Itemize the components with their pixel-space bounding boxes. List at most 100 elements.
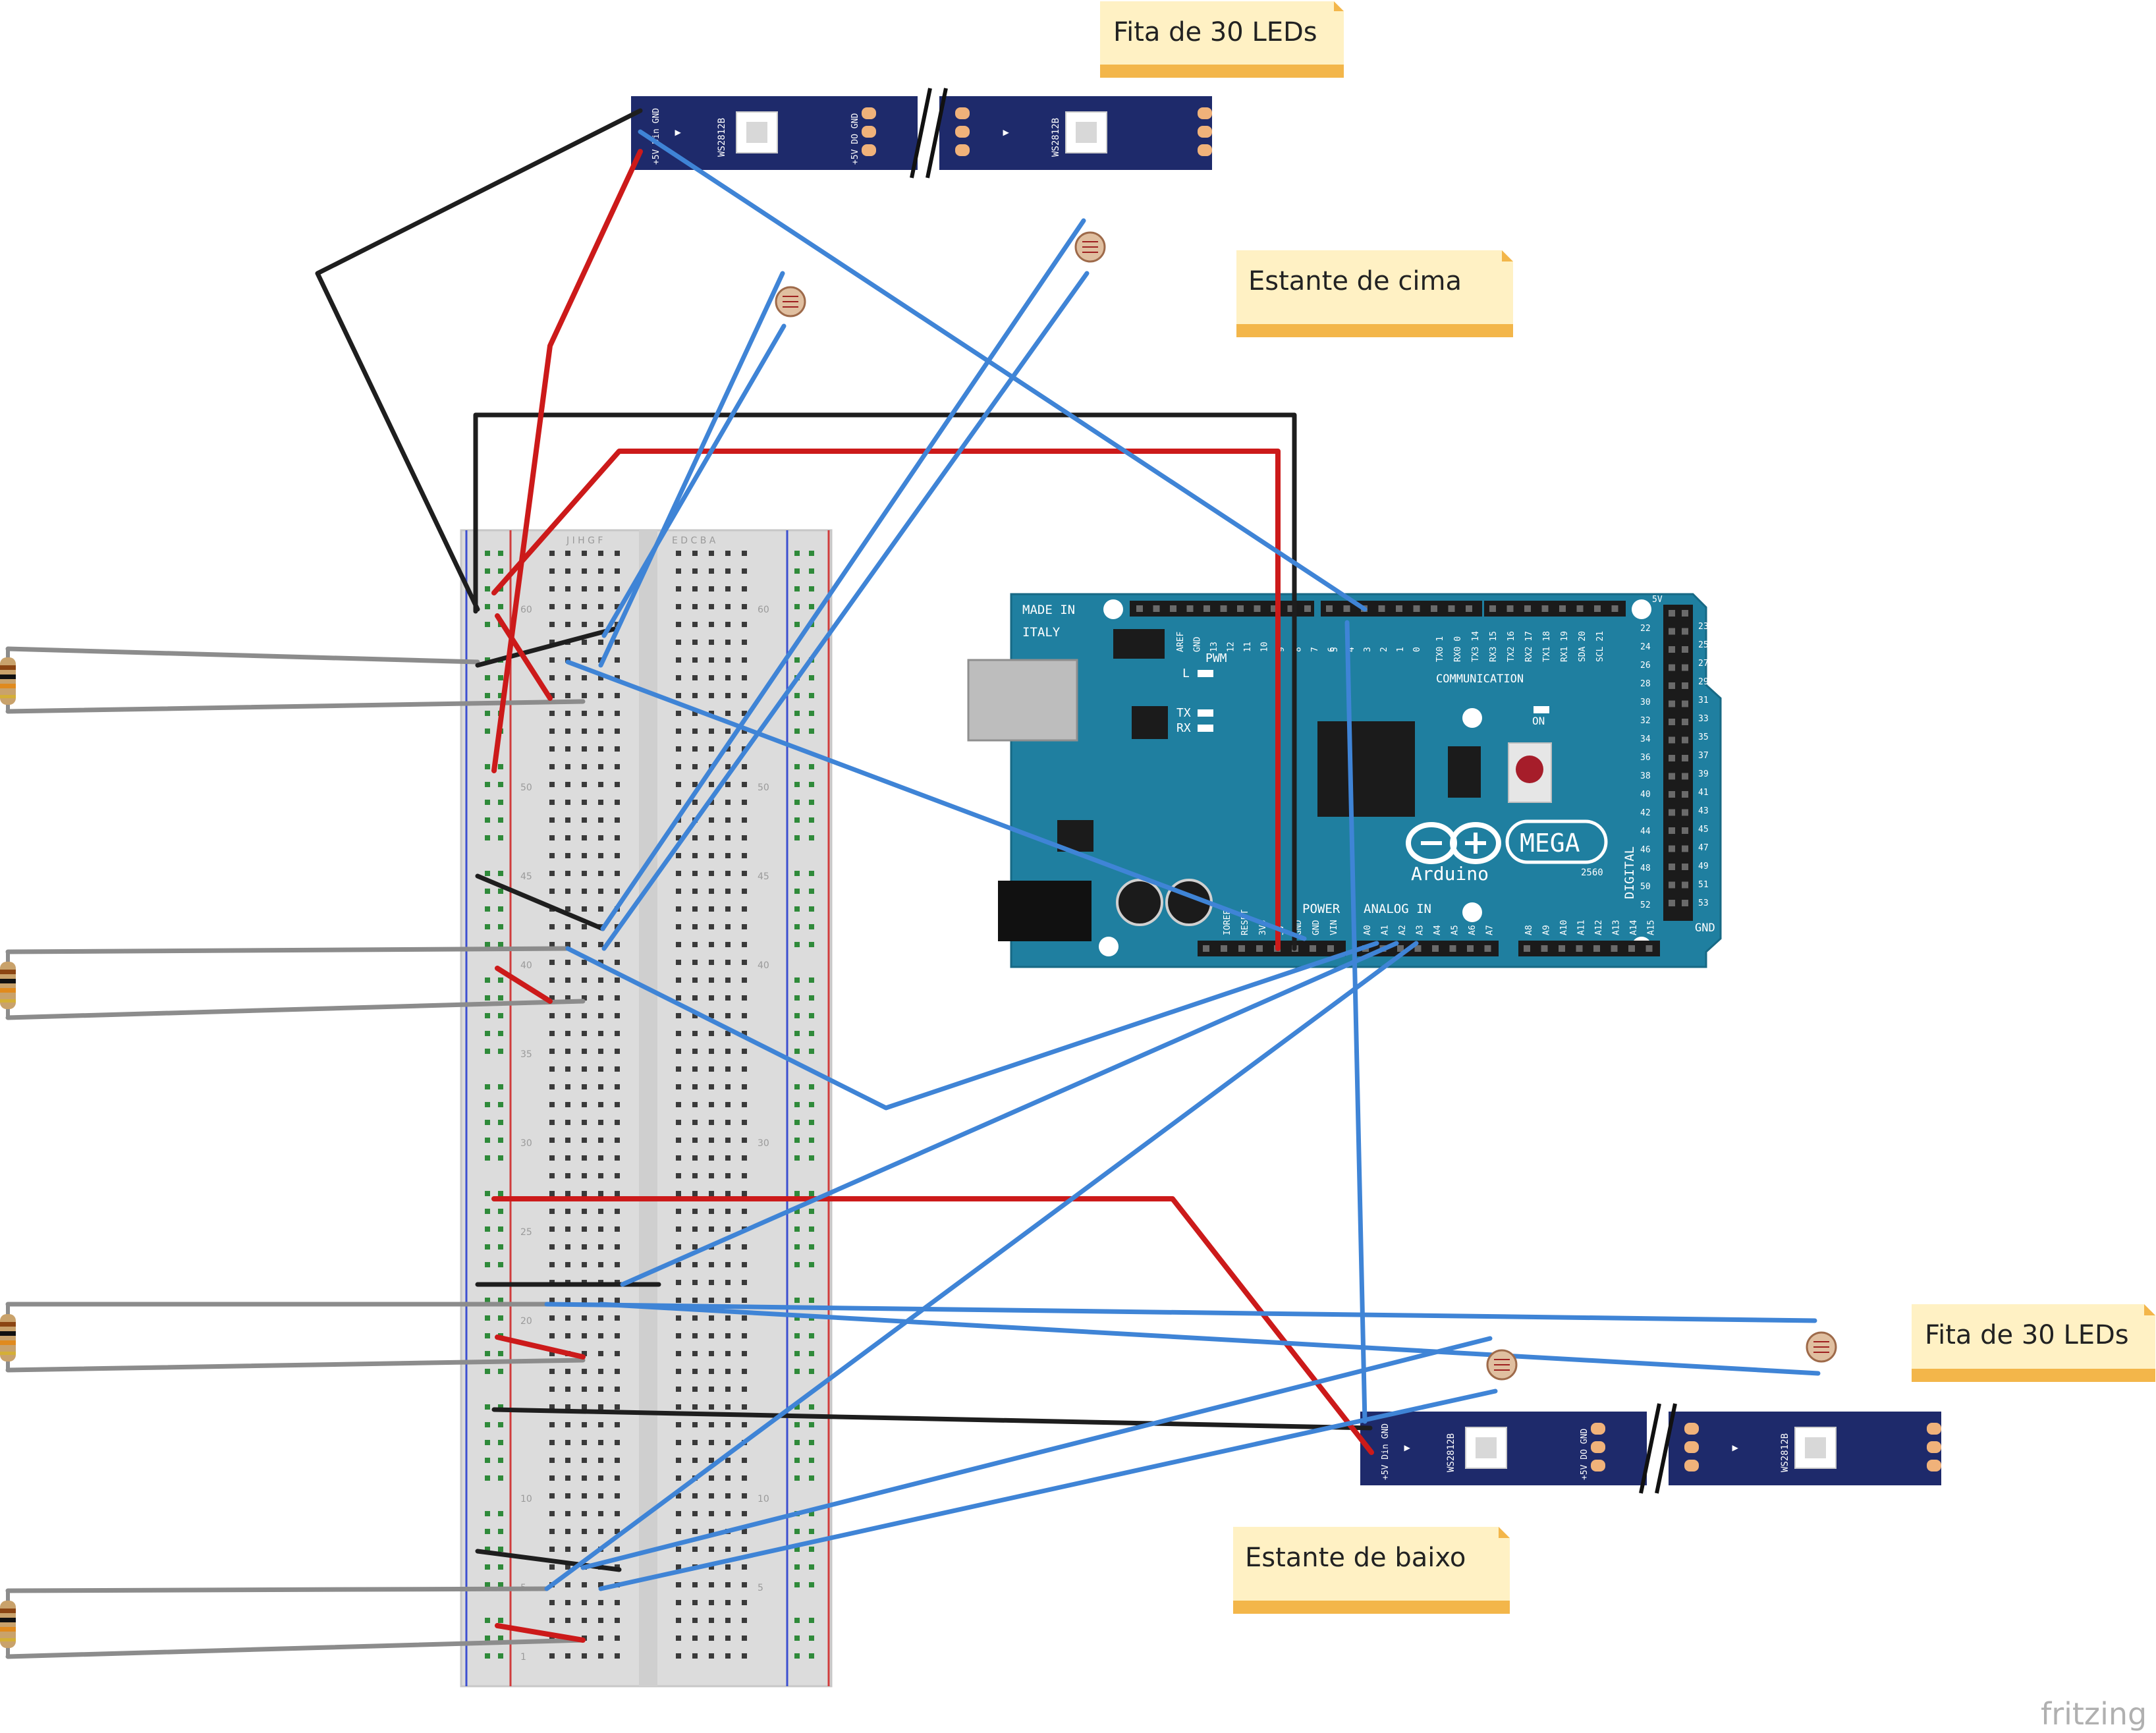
breadboard-hole bbox=[725, 693, 731, 698]
breadboard-hole bbox=[549, 942, 555, 947]
breadboard-hole bbox=[809, 1475, 814, 1481]
pin-label-analog: A1 bbox=[1381, 925, 1391, 935]
wire-gray bbox=[5, 946, 569, 954]
breadboard-hole bbox=[725, 551, 731, 556]
pin-label-side-left: 42 bbox=[1640, 808, 1651, 818]
breadboard-hole bbox=[549, 1138, 555, 1143]
breadboard-hole bbox=[598, 1120, 603, 1125]
breadboard-hole bbox=[709, 995, 714, 1001]
breadboard-hole bbox=[692, 1244, 698, 1250]
breadboard-hole bbox=[615, 1564, 620, 1570]
pin-label-side-left: 26 bbox=[1640, 661, 1651, 671]
breadboard-hole bbox=[598, 1333, 603, 1338]
breadboard-hole bbox=[485, 924, 490, 929]
breadboard-hole bbox=[565, 960, 570, 965]
breadboard-hole bbox=[549, 1653, 555, 1659]
breadboard-hole bbox=[485, 1564, 490, 1570]
header-pin bbox=[1682, 809, 1688, 816]
breadboard-hole bbox=[692, 942, 698, 947]
breadboard-hole bbox=[742, 1084, 747, 1089]
breadboard-hole bbox=[565, 853, 570, 858]
breadboard-hole bbox=[615, 1529, 620, 1534]
communication-label: COMMUNICATION bbox=[1436, 673, 1524, 686]
breadboard-hole bbox=[794, 1475, 800, 1481]
breadboard-hole bbox=[809, 1102, 814, 1107]
breadboard-hole bbox=[485, 1102, 490, 1107]
note-bottom-strip: Fita de 30 LEDs bbox=[1912, 1304, 2155, 1382]
breadboard-hole bbox=[549, 675, 555, 680]
breadboard-hole bbox=[485, 1315, 490, 1321]
header-pin bbox=[1682, 900, 1688, 906]
breadboard-hole bbox=[692, 746, 698, 752]
pin-label-power: VIN bbox=[1329, 920, 1339, 935]
breadboard-hole bbox=[498, 889, 503, 894]
header-pin bbox=[1254, 605, 1261, 612]
breadboard-hole bbox=[582, 1226, 587, 1232]
breadboard-hole bbox=[615, 1636, 620, 1641]
breadboard-hole bbox=[582, 1422, 587, 1427]
breadboard-hole bbox=[709, 1120, 714, 1125]
breadboard-hole bbox=[565, 604, 570, 609]
led-strip-bottom: WS2812B WS2812B +5V Din GND +5V DO GND ▸… bbox=[1360, 1403, 1941, 1494]
breadboard-hole bbox=[725, 1244, 731, 1250]
pin-label-analog: A13 bbox=[1612, 920, 1622, 935]
breadboard-hole bbox=[565, 1262, 570, 1267]
breadboard-hole bbox=[549, 871, 555, 876]
breadboard-hole bbox=[549, 1511, 555, 1516]
gnd-label: GND bbox=[1695, 922, 1715, 935]
breadboard-hole bbox=[742, 1049, 747, 1054]
breadboard-hole bbox=[485, 1422, 490, 1427]
breadboard-hole bbox=[709, 782, 714, 787]
breadboard-hole bbox=[565, 1547, 570, 1552]
strip-top-arrow-2: ▸ bbox=[1001, 123, 1010, 141]
breadboard-hole bbox=[565, 1369, 570, 1374]
header-pin bbox=[1559, 945, 1565, 952]
bb-row-60: 60 bbox=[520, 605, 532, 615]
breadboard-hole bbox=[742, 693, 747, 698]
breadboard-hole bbox=[549, 1387, 555, 1392]
breadboard-hole bbox=[692, 1511, 698, 1516]
breadboard-hole bbox=[582, 1066, 587, 1072]
breadboard-hole bbox=[582, 1600, 587, 1605]
breadboard-hole bbox=[676, 1084, 681, 1089]
breadboard-hole bbox=[565, 1173, 570, 1178]
pwm-label: PWM bbox=[1205, 651, 1227, 665]
made-in-label: MADE IN bbox=[1022, 603, 1075, 617]
breadboard-hole bbox=[549, 1226, 555, 1232]
strip-bottom-chip-2: WS2812B bbox=[1780, 1433, 1790, 1472]
reset-button[interactable] bbox=[1516, 756, 1543, 783]
header-pin bbox=[1489, 605, 1496, 612]
breadboard-hole bbox=[485, 1618, 490, 1623]
breadboard-hole bbox=[725, 800, 731, 805]
breadboard-hole bbox=[676, 1298, 681, 1303]
breadboard-hole bbox=[485, 729, 490, 734]
breadboard-hole bbox=[582, 1351, 587, 1356]
breadboard-hole bbox=[676, 764, 681, 769]
breadboard-hole bbox=[692, 906, 698, 912]
breadboard-hole bbox=[598, 1066, 603, 1072]
breadboard-hole bbox=[549, 960, 555, 965]
breadboard-hole bbox=[809, 889, 814, 894]
breadboard-hole bbox=[709, 586, 714, 591]
breadboard-hole bbox=[725, 1226, 731, 1232]
breadboard-hole bbox=[742, 1031, 747, 1036]
breadboard-hole bbox=[692, 657, 698, 663]
breadboard-hole bbox=[709, 1084, 714, 1089]
breadboard-hole bbox=[709, 1458, 714, 1463]
breadboard-hole bbox=[598, 675, 603, 680]
pin-label-comm: RX0 0 bbox=[1453, 636, 1463, 662]
breadboard-hole bbox=[676, 1440, 681, 1445]
breadboard-hole bbox=[598, 1351, 603, 1356]
wire-gray bbox=[5, 999, 586, 1020]
breadboard-hole bbox=[582, 1475, 587, 1481]
breadboard-hole bbox=[725, 977, 731, 983]
breadboard-hole bbox=[794, 817, 800, 823]
breadboard-hole bbox=[485, 1458, 490, 1463]
breadboard-hole bbox=[598, 1493, 603, 1499]
breadboard-hole bbox=[794, 1351, 800, 1356]
breadboard-hole bbox=[725, 1298, 731, 1303]
breadboard-hole bbox=[692, 568, 698, 574]
breadboard-hole bbox=[549, 551, 555, 556]
pin-label-side-right: 33 bbox=[1698, 714, 1709, 724]
header-pin bbox=[1310, 945, 1316, 952]
